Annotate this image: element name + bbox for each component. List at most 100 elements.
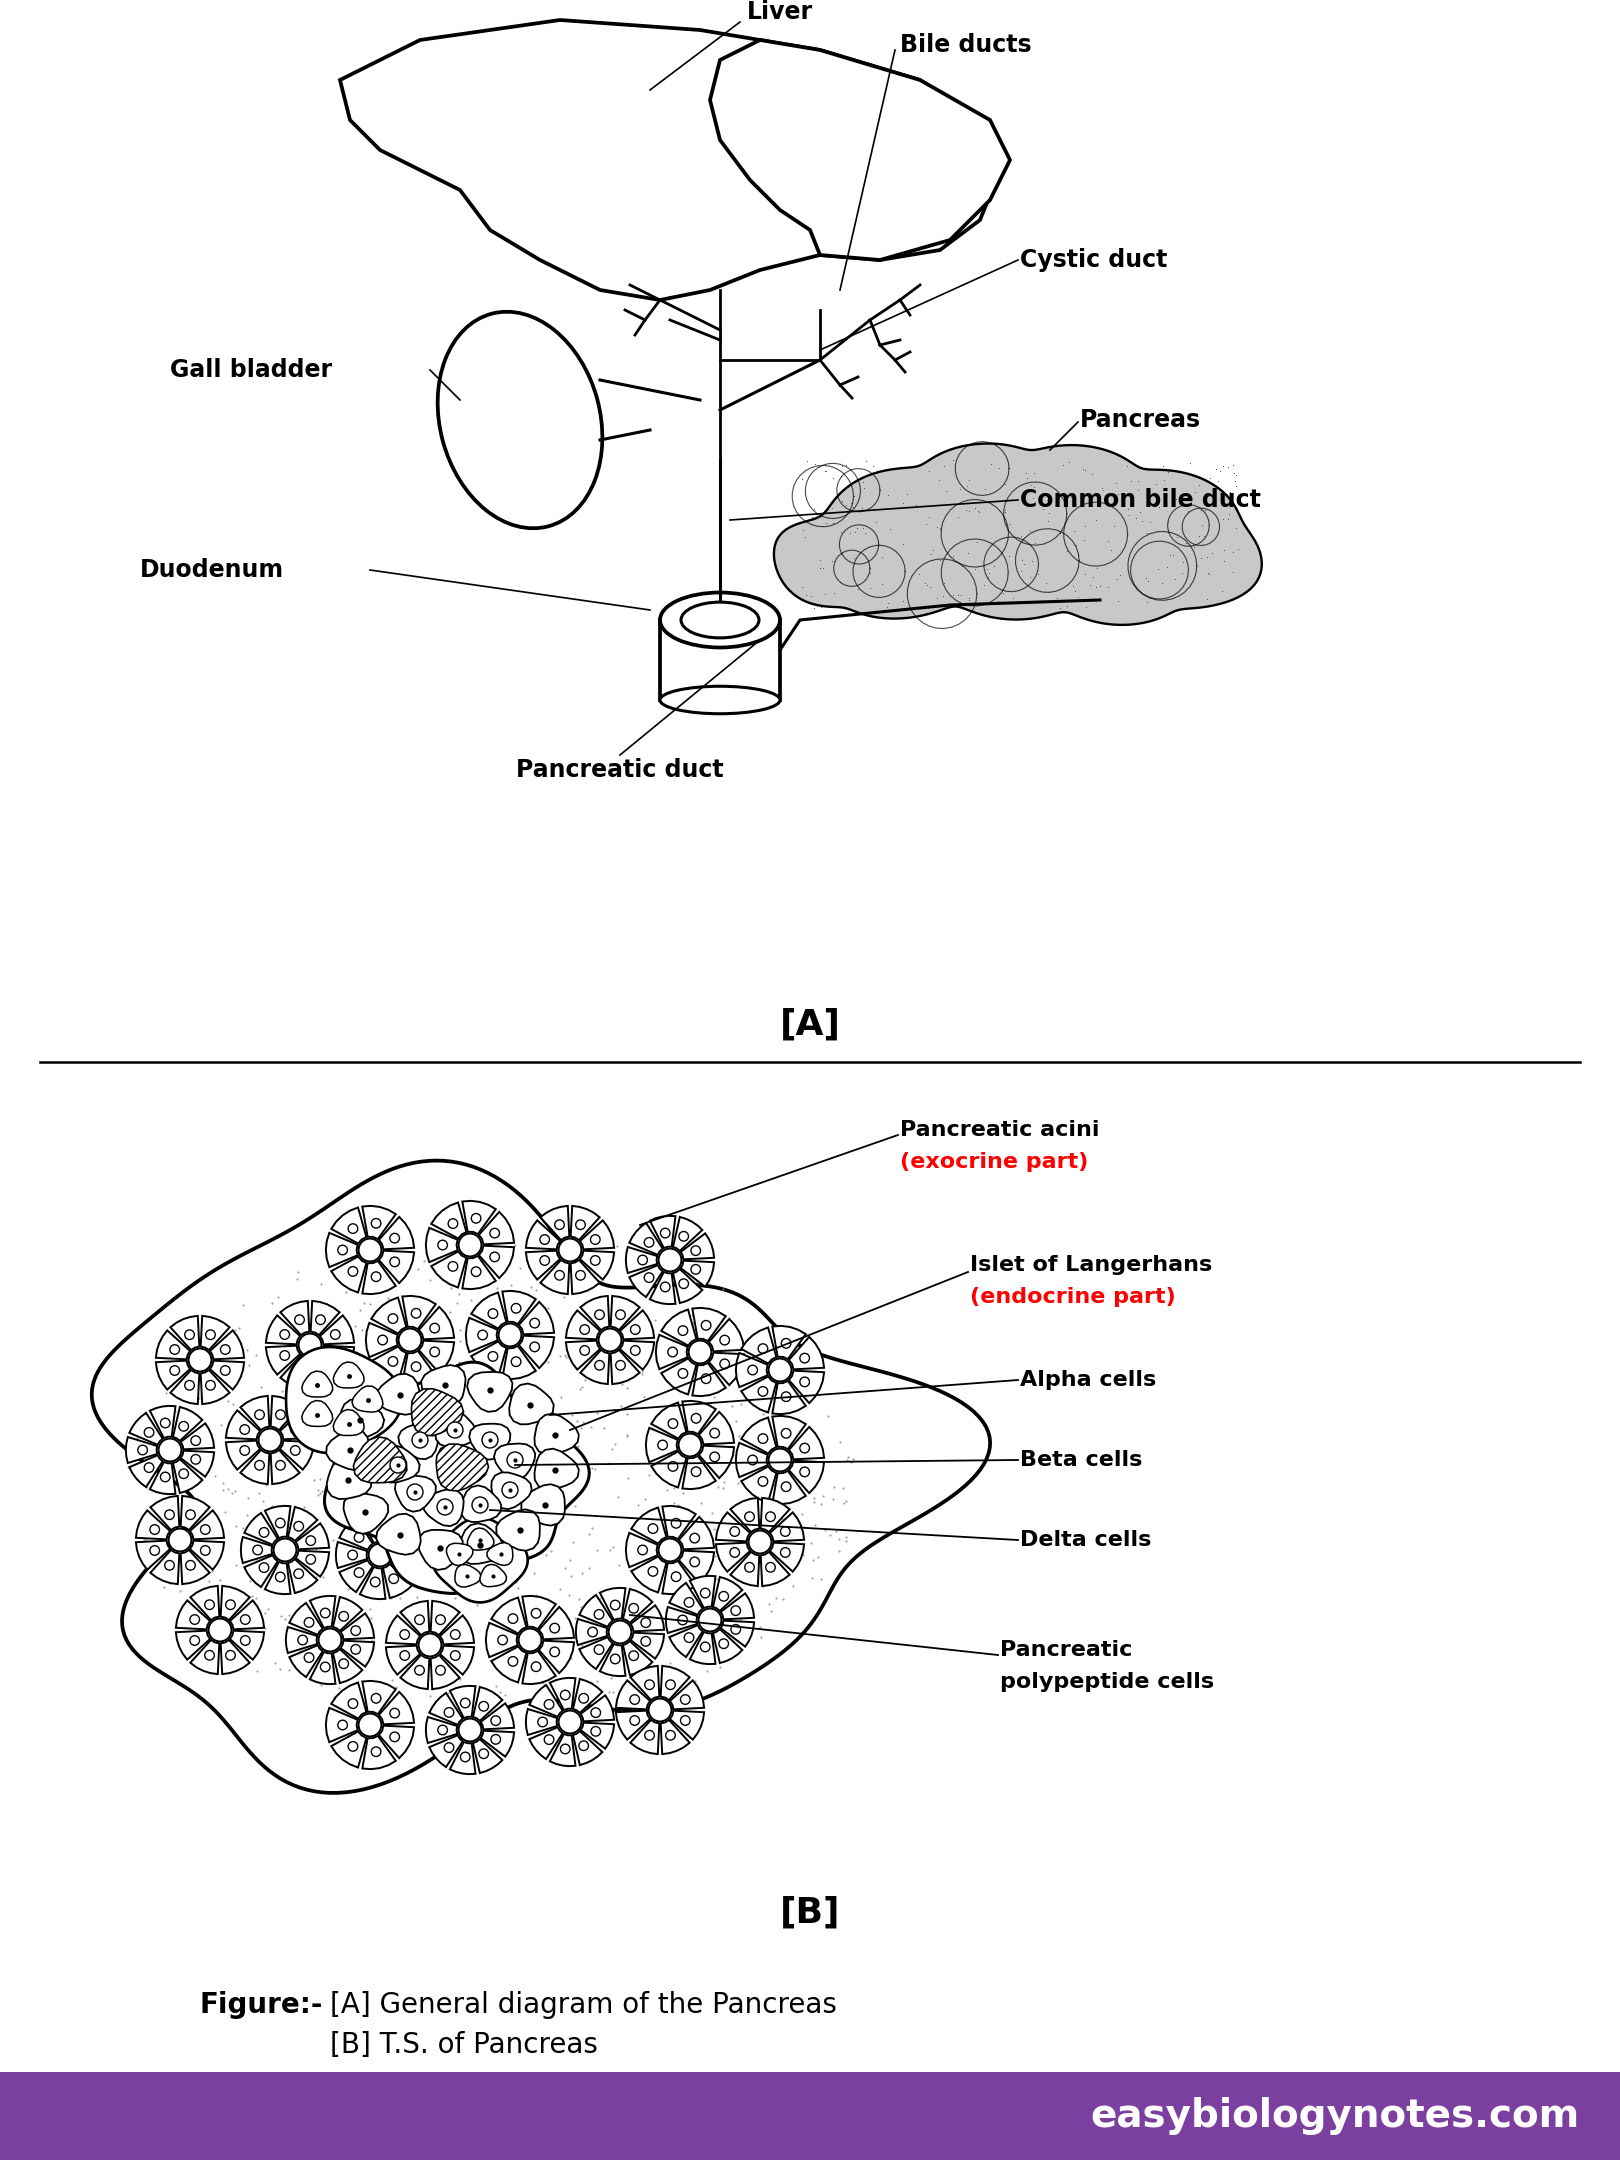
Circle shape <box>598 1328 622 1352</box>
Circle shape <box>690 1246 700 1255</box>
Circle shape <box>298 1333 321 1356</box>
Polygon shape <box>671 1711 705 1739</box>
Circle shape <box>220 1346 230 1354</box>
Polygon shape <box>761 1497 789 1531</box>
Circle shape <box>595 1644 604 1655</box>
Circle shape <box>316 1315 326 1324</box>
Circle shape <box>591 1236 599 1244</box>
Polygon shape <box>436 1410 476 1447</box>
Polygon shape <box>290 1603 322 1635</box>
Polygon shape <box>526 1709 557 1734</box>
Circle shape <box>352 1626 361 1635</box>
Polygon shape <box>680 1261 714 1287</box>
Polygon shape <box>481 1704 514 1730</box>
Circle shape <box>766 1512 776 1521</box>
Polygon shape <box>518 1335 554 1367</box>
Circle shape <box>645 1680 654 1689</box>
Polygon shape <box>467 1372 512 1413</box>
Circle shape <box>348 1551 358 1560</box>
Circle shape <box>781 1339 791 1348</box>
Circle shape <box>491 1715 501 1726</box>
Polygon shape <box>330 1732 366 1767</box>
Circle shape <box>355 1534 364 1542</box>
Polygon shape <box>630 1665 659 1700</box>
Polygon shape <box>616 1711 650 1739</box>
Circle shape <box>544 1700 554 1709</box>
Circle shape <box>591 1255 599 1266</box>
Circle shape <box>240 1445 249 1456</box>
Circle shape <box>684 1633 693 1642</box>
Circle shape <box>758 1434 768 1443</box>
Polygon shape <box>580 1637 612 1670</box>
Polygon shape <box>789 1428 825 1460</box>
Circle shape <box>611 1601 620 1609</box>
Polygon shape <box>773 1380 805 1415</box>
Polygon shape <box>713 1577 742 1611</box>
Polygon shape <box>494 1443 535 1480</box>
Polygon shape <box>580 1251 614 1279</box>
Circle shape <box>151 1547 159 1555</box>
Circle shape <box>666 1680 676 1689</box>
Polygon shape <box>661 1665 690 1700</box>
Polygon shape <box>390 1555 424 1581</box>
Circle shape <box>648 1523 658 1534</box>
Polygon shape <box>773 1415 805 1449</box>
Circle shape <box>554 1270 564 1281</box>
Circle shape <box>630 1346 640 1354</box>
Polygon shape <box>433 1518 528 1603</box>
Circle shape <box>259 1564 269 1572</box>
Polygon shape <box>682 1402 716 1434</box>
Polygon shape <box>402 1296 436 1328</box>
Polygon shape <box>266 1315 300 1344</box>
Polygon shape <box>541 1259 569 1294</box>
Bar <box>0 2071 1620 2160</box>
Circle shape <box>220 1365 230 1376</box>
Polygon shape <box>156 1361 190 1389</box>
Polygon shape <box>181 1423 214 1449</box>
Polygon shape <box>379 1445 420 1482</box>
Circle shape <box>549 1648 559 1657</box>
Circle shape <box>418 1633 441 1657</box>
Polygon shape <box>376 1374 421 1415</box>
Polygon shape <box>710 41 1009 259</box>
Circle shape <box>680 1715 690 1726</box>
Polygon shape <box>679 1516 714 1549</box>
Circle shape <box>559 1238 582 1261</box>
Text: Alpha cells: Alpha cells <box>1021 1369 1157 1391</box>
Circle shape <box>658 1441 667 1449</box>
Circle shape <box>561 1743 570 1754</box>
Polygon shape <box>395 1475 436 1512</box>
Polygon shape <box>429 1693 463 1726</box>
Polygon shape <box>326 1233 358 1268</box>
Circle shape <box>390 1257 400 1266</box>
Circle shape <box>390 1732 400 1741</box>
Circle shape <box>450 1631 460 1639</box>
Polygon shape <box>366 1322 397 1356</box>
Polygon shape <box>335 1542 368 1568</box>
Circle shape <box>638 1255 648 1266</box>
Circle shape <box>781 1428 791 1439</box>
Circle shape <box>436 1616 446 1624</box>
Circle shape <box>293 1568 303 1579</box>
Polygon shape <box>570 1205 599 1240</box>
Polygon shape <box>382 1564 413 1598</box>
Circle shape <box>339 1244 347 1255</box>
Polygon shape <box>379 1251 415 1283</box>
Circle shape <box>209 1618 232 1642</box>
Circle shape <box>539 1236 549 1244</box>
Polygon shape <box>429 1734 463 1767</box>
Polygon shape <box>661 1719 690 1754</box>
Circle shape <box>745 1512 755 1521</box>
Polygon shape <box>151 1497 180 1529</box>
Polygon shape <box>225 1441 261 1469</box>
Polygon shape <box>518 1302 554 1335</box>
Circle shape <box>348 1698 358 1709</box>
Circle shape <box>781 1391 791 1402</box>
Circle shape <box>679 1279 688 1290</box>
Polygon shape <box>575 1620 608 1646</box>
Text: easybiologynotes.com: easybiologynotes.com <box>1090 2097 1580 2134</box>
Circle shape <box>305 1652 314 1663</box>
Polygon shape <box>296 1523 329 1549</box>
Circle shape <box>339 1659 348 1668</box>
Polygon shape <box>151 1462 175 1495</box>
